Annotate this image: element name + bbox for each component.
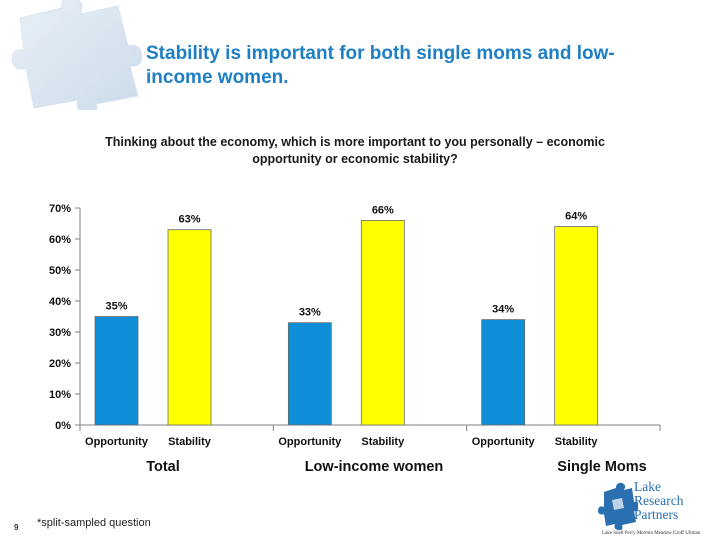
bar-opportunity-1	[287, 322, 332, 426]
footnote: *split-sampled question	[37, 517, 151, 529]
x-axis-tick-labels: Opportunity Stability Opportunity Stability…	[85, 436, 598, 448]
data-label: 35%	[105, 301, 127, 313]
data-labels: 35% 63% 33% 66% 34% 64%	[105, 204, 587, 318]
data-label: 34%	[492, 304, 514, 316]
logo-puzzle-icon	[598, 482, 638, 531]
group-label-low-income-women: Low-income women	[304, 459, 444, 475]
bar-stability-0	[167, 229, 212, 426]
data-label: 63%	[178, 214, 200, 226]
bar-stability-2	[554, 226, 599, 426]
y-tick-label: 20%	[49, 358, 71, 370]
y-tick-label: 70%	[49, 203, 71, 215]
bar-chart: 0% 10% 20% 30% 40% 50% 60% 70% 35% 63% 33% 66% 34% 6…	[49, 203, 661, 448]
y-tick-label: 60%	[49, 234, 71, 246]
group-label-total: Total	[146, 459, 180, 475]
bars	[94, 219, 599, 426]
x-tick-label: Opportunity	[472, 436, 536, 448]
slide-title: Stability is important for both single m…	[146, 43, 615, 88]
x-tick-label: Stability	[555, 436, 599, 448]
chart-title: Thinking about the economy, which is mor…	[105, 135, 605, 166]
x-tick-label: Stability	[361, 436, 405, 448]
y-tick-label: 50%	[49, 265, 71, 277]
data-label: 33%	[299, 307, 321, 319]
bar-opportunity-2	[481, 319, 526, 426]
puzzle-piece-icon	[11, 0, 143, 110]
bar-stability-1	[360, 219, 405, 426]
bar-opportunity-0	[94, 316, 139, 426]
y-tick-label: 40%	[49, 296, 71, 308]
y-tick-label: 30%	[49, 327, 71, 339]
logo-wordmark: Lake Research Partners	[634, 479, 684, 522]
x-tick-label: Opportunity	[85, 436, 149, 448]
x-tick-label: Opportunity	[278, 436, 342, 448]
y-tick-label: 0%	[55, 420, 71, 432]
x-tick-label: Stability	[168, 436, 212, 448]
y-tick-label: 10%	[49, 389, 71, 401]
lake-research-partners-logo: Lake Research Partners Lake Snell Perry …	[598, 478, 716, 540]
data-label: 66%	[372, 204, 394, 216]
group-label-single-moms: Single Moms	[557, 459, 647, 475]
data-label: 64%	[565, 211, 587, 223]
logo-partner-names: Lake Snell Perry Mermin Meadow Groff Ull…	[602, 531, 701, 536]
page-number: 9	[14, 523, 19, 532]
